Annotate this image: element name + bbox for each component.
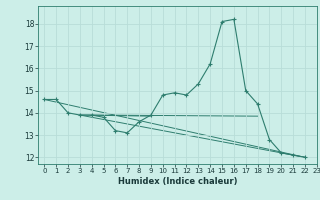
X-axis label: Humidex (Indice chaleur): Humidex (Indice chaleur) xyxy=(118,177,237,186)
